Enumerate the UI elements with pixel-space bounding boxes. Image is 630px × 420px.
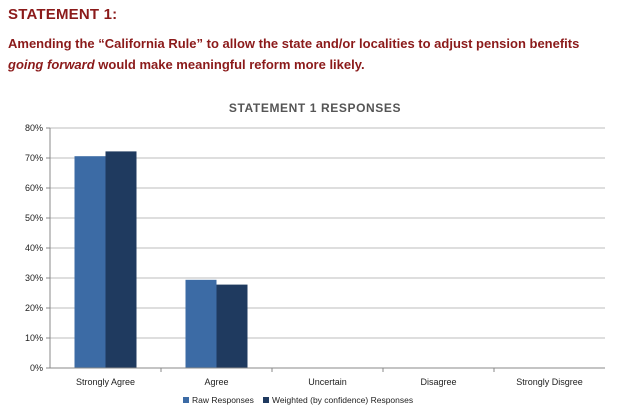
bar-chart: STATEMENT 1 RESPONSES 0% 10% 20% 30% 40% 50% 6… [25,101,605,405]
bar-weighted [216,284,248,368]
x-category-label: Strongly Agree [76,377,135,387]
bars [74,151,248,368]
bar-raw [74,156,106,368]
statement-heading: STATEMENT 1: [8,6,118,23]
y-tick-label: 10% [25,333,43,343]
statement-text-part1: Amending the “California Rule” to allow … [8,36,580,51]
x-category-label: Disagree [420,377,456,387]
bar-raw [185,279,217,368]
y-tick-label: 0% [30,363,43,373]
legend-swatch [263,397,269,403]
chart-title: STATEMENT 1 RESPONSES [229,101,401,115]
y-tick-label: 30% [25,273,43,283]
bar-weighted [105,151,137,368]
y-tick-label: 20% [25,303,43,313]
y-tick-label: 50% [25,213,43,223]
y-tick-label: 70% [25,153,43,163]
legend-label: Raw Responses [192,395,254,405]
y-tick-label: 60% [25,183,43,193]
y-tick-label: 40% [25,243,43,253]
gridlines [50,127,605,339]
statement-text: Amending the “California Rule” to allow … [8,33,608,75]
statement-emphasis: going forward [8,57,95,72]
axes [49,128,605,372]
x-axis-labels: Strongly Agree Agree Uncertain Disagree Stro… [76,377,583,387]
legend: Raw Responses Weighted (by confidence) Re… [183,395,413,405]
y-tick-label: 80% [25,123,43,133]
x-category-label: Agree [204,377,228,387]
x-category-label: Strongly Disgree [516,377,583,387]
y-axis-ticks: 0% 10% 20% 30% 40% 50% 60% 70% 80% [25,123,50,373]
statement-text-part2: would make meaningful reform more likely… [94,57,365,72]
legend-label: Weighted (by confidence) Responses [272,395,413,405]
legend-swatch [183,397,189,403]
x-category-label: Uncertain [308,377,347,387]
